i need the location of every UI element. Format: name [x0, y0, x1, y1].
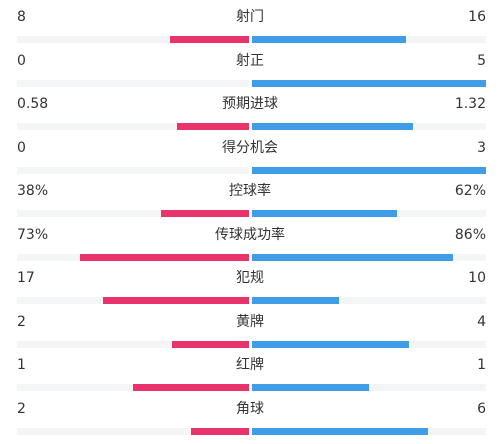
home-value: 0: [17, 52, 26, 69]
away-bar: [252, 384, 369, 391]
away-track: [252, 79, 486, 87]
home-track: [17, 427, 249, 435]
stat-row-expected-goals: 0.58 预期进球 1.32: [0, 95, 500, 139]
away-bar: [252, 36, 407, 43]
home-bar: [172, 340, 249, 348]
away-bar: [252, 340, 409, 348]
home-value: 2: [17, 400, 26, 417]
stat-label: 得分机会: [222, 139, 278, 156]
home-value: 1: [17, 357, 26, 373]
home-track: [17, 297, 249, 304]
stat-row-possession: 38% 控球率 62%: [0, 182, 500, 226]
stat-label: 预期进球: [222, 96, 278, 112]
home-track: [17, 79, 249, 87]
stat-row-pass-accuracy: 73% 传球成功率 86%: [0, 226, 500, 270]
away-value: 86%: [454, 226, 486, 243]
away-value: 10: [468, 270, 486, 286]
away-bar: [252, 253, 454, 261]
away-bar: [252, 166, 486, 174]
away-track: [252, 384, 486, 391]
away-track: [252, 210, 486, 217]
away-track: [252, 166, 486, 174]
home-value: 0: [17, 139, 26, 156]
home-value: 0.58: [17, 96, 49, 112]
home-track: [17, 210, 249, 217]
home-value: 2: [17, 313, 26, 330]
stat-label: 射正: [236, 52, 264, 69]
away-track: [252, 36, 486, 43]
stat-row-yellow-cards: 2 黄牌 4: [0, 313, 500, 357]
away-bar: [252, 210, 398, 217]
home-track: [17, 340, 249, 348]
stat-row-fouls: 17 犯规 10: [0, 269, 500, 313]
away-value: 6: [477, 400, 486, 417]
home-track: [17, 123, 249, 130]
home-value: 38%: [17, 183, 49, 199]
home-track: [17, 384, 249, 391]
away-track: [252, 427, 486, 435]
stat-label: 角球: [236, 400, 264, 417]
home-bar: [177, 123, 249, 130]
stat-label: 红牌: [236, 357, 264, 373]
away-value: 5: [477, 52, 486, 69]
stat-row-big-chances: 0 得分机会 3: [0, 139, 500, 183]
home-bar: [170, 36, 249, 43]
away-value: 1: [477, 357, 486, 373]
away-value: 4: [477, 313, 486, 330]
home-bar: [102, 297, 249, 304]
home-track: [17, 36, 249, 43]
home-value: 73%: [17, 226, 49, 243]
away-track: [252, 253, 486, 261]
away-bar: [252, 79, 486, 87]
home-track: [17, 166, 249, 174]
home-value: 17: [17, 270, 35, 286]
away-track: [252, 340, 486, 348]
away-bar: [252, 297, 339, 304]
stat-row-red-cards: 1 红牌 1: [0, 356, 500, 400]
stat-label: 传球成功率: [215, 226, 285, 243]
away-value: 3: [477, 139, 486, 156]
home-bar: [133, 384, 249, 391]
stat-label: 射门: [236, 9, 264, 25]
away-value: 16: [468, 9, 486, 25]
home-value: 8: [17, 9, 26, 25]
stat-row-shots-on-target: 0 射正 5: [0, 52, 500, 96]
home-bar: [160, 210, 249, 217]
away-track: [252, 297, 486, 304]
stat-label: 控球率: [229, 183, 271, 199]
home-track: [17, 253, 249, 261]
away-bar: [252, 123, 414, 130]
away-value: 1.32: [454, 96, 486, 112]
stat-row-shots: 8 射门 16: [0, 8, 500, 52]
away-bar: [252, 427, 428, 435]
away-track: [252, 123, 486, 130]
stat-label: 犯规: [236, 270, 264, 286]
home-bar: [79, 253, 249, 261]
stat-row-corners: 2 角球 6: [0, 400, 500, 444]
away-value: 62%: [454, 183, 486, 199]
home-bar: [191, 427, 249, 435]
stat-label: 黄牌: [236, 313, 264, 330]
